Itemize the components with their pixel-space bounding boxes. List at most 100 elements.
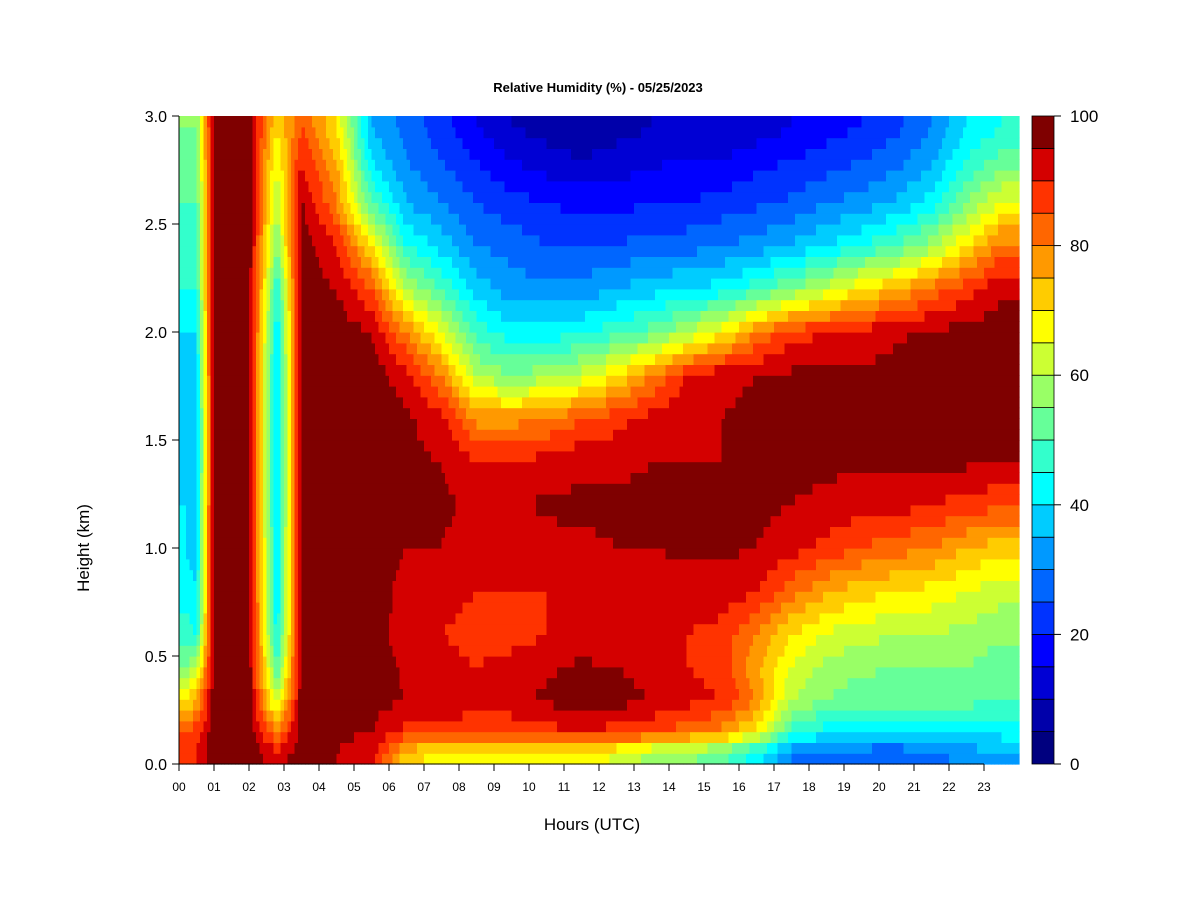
heatmap-cell: [301, 137, 306, 149]
heatmap-cell: [424, 429, 429, 441]
heatmap-cell: [196, 645, 201, 657]
heatmap-cell: [326, 483, 331, 495]
heatmap-cell: [448, 418, 453, 430]
heatmap-cell: [431, 612, 436, 625]
heatmap-cell: [392, 245, 397, 257]
heatmap-cell: [266, 483, 271, 495]
heatmap-cell: [224, 558, 229, 571]
heatmap-cell: [452, 375, 457, 387]
heatmap-cell: [350, 288, 355, 301]
heatmap-cell: [448, 126, 453, 139]
heatmap-cell: [462, 429, 467, 441]
heatmap-cell: [441, 310, 446, 322]
heatmap-cell: [410, 710, 415, 722]
heatmap-cell: [340, 170, 345, 182]
heatmap-cell: [266, 170, 271, 182]
heatmap-cell: [312, 494, 317, 506]
heatmap-cell: [333, 494, 338, 506]
heatmap-cell: [378, 688, 383, 700]
heatmap-cell: [452, 494, 457, 506]
heatmap-cell: [336, 569, 341, 581]
heatmap-cell: [245, 742, 250, 754]
heatmap-cell: [385, 180, 390, 193]
heatmap-cell: [242, 407, 247, 419]
heatmap-cell: [210, 191, 215, 203]
heatmap-cell: [385, 213, 390, 225]
heatmap-cell: [336, 623, 341, 635]
heatmap-cell: [305, 720, 310, 733]
heatmap-cell: [315, 558, 320, 571]
heatmap-cell: [385, 116, 390, 128]
heatmap-cell: [298, 666, 303, 679]
heatmap-cell: [347, 699, 352, 711]
heatmap-cell: [235, 645, 240, 657]
heatmap-cell: [214, 645, 219, 657]
heatmap-cell: [378, 558, 383, 571]
heatmap-cell: [294, 429, 299, 441]
heatmap-cell: [399, 278, 404, 290]
heatmap-cell: [203, 332, 208, 344]
heatmap-cell: [266, 548, 271, 560]
heatmap-cell: [287, 634, 292, 646]
heatmap-cell: [256, 526, 261, 538]
heatmap-cell: [368, 137, 373, 149]
heatmap-cell: [361, 137, 366, 149]
heatmap-cell: [336, 429, 341, 441]
heatmap-cell: [322, 634, 327, 646]
heatmap-cell: [371, 116, 376, 128]
heatmap-cell: [322, 418, 327, 430]
heatmap-cell: [214, 666, 219, 679]
heatmap-cell: [252, 342, 257, 355]
heatmap-cell: [273, 591, 278, 603]
heatmap-cell: [294, 645, 299, 657]
heatmap-cell: [322, 494, 327, 506]
heatmap-cell: [186, 569, 191, 581]
heatmap-cell: [235, 202, 240, 214]
heatmap-cell: [217, 742, 222, 754]
heatmap-cell: [189, 278, 194, 290]
heatmap-cell: [455, 666, 460, 679]
heatmap-cell: [427, 310, 432, 322]
heatmap-cell: [431, 342, 436, 355]
heatmap-cell: [238, 580, 243, 592]
heatmap-cell: [308, 483, 313, 495]
heatmap-cell: [249, 116, 254, 128]
heatmap-cell: [305, 137, 310, 149]
heatmap-cell: [210, 170, 215, 182]
heatmap-cell: [371, 591, 376, 603]
heatmap-cell: [441, 386, 446, 398]
heatmap-cell: [378, 569, 383, 581]
heatmap-cell: [406, 677, 411, 689]
heatmap-cell: [200, 342, 205, 355]
heatmap-cell: [179, 710, 184, 722]
heatmap-cell: [228, 699, 233, 711]
heatmap-cell: [294, 180, 299, 193]
heatmap-cell: [371, 299, 376, 311]
heatmap-cell: [224, 116, 229, 128]
heatmap-cell: [298, 310, 303, 322]
heatmap-cell: [329, 288, 334, 301]
heatmap-cell: [326, 278, 331, 290]
heatmap-cell: [434, 364, 439, 376]
heatmap-cell: [427, 213, 432, 225]
heatmap-cell: [382, 396, 387, 409]
heatmap-cell: [291, 288, 296, 301]
heatmap-cell: [259, 245, 264, 257]
heatmap-cell: [312, 332, 317, 344]
heatmap-cell: [406, 656, 411, 668]
heatmap-cell: [287, 753, 292, 765]
heatmap-cell: [273, 720, 278, 733]
heatmap-cell: [270, 159, 275, 171]
heatmap-cell: [445, 245, 450, 257]
heatmap-cell: [378, 364, 383, 376]
heatmap-cell: [340, 677, 345, 689]
heatmap-cell: [326, 386, 331, 398]
heatmap-cell: [441, 267, 446, 279]
heatmap-cell: [424, 515, 429, 527]
heatmap-cell: [210, 310, 215, 322]
heatmap-cell: [308, 580, 313, 592]
heatmap-cell: [399, 386, 404, 398]
heatmap-cell: [434, 537, 439, 549]
heatmap-cell: [291, 116, 296, 128]
heatmap-cell: [228, 375, 233, 387]
